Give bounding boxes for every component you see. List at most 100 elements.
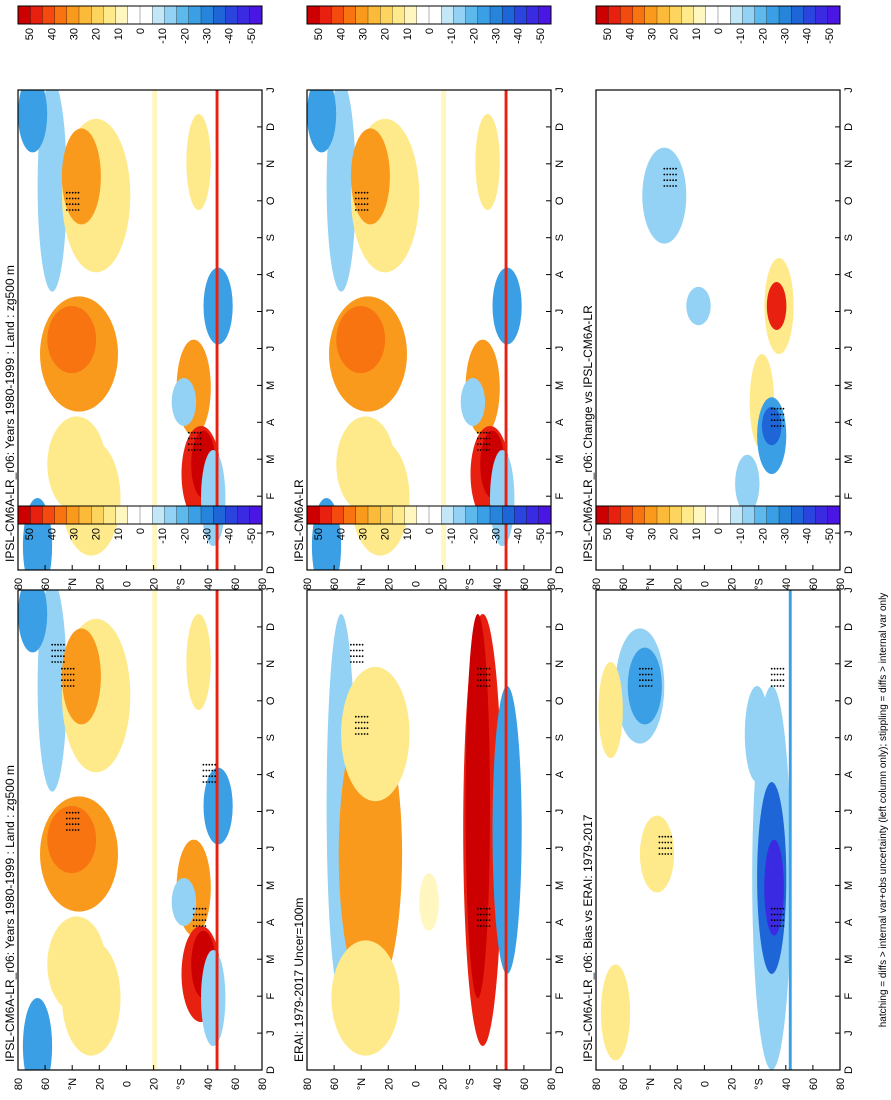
stipple-dot: [485, 673, 488, 676]
month-tick-label: M: [843, 455, 855, 464]
stipple-dot: [358, 661, 361, 663]
panel-title: IPSL-CM6A-LR_r06: Years 1980-1999 : Land…: [3, 265, 17, 562]
lat-tick-label: °N: [356, 1078, 368, 1090]
stipple-dot: [644, 685, 647, 687]
colorbar-swatch: [306, 5, 320, 25]
colorbar-swatch: [803, 5, 817, 25]
stipple-dot: [74, 829, 77, 831]
stipple-dot: [65, 191, 68, 194]
stipple-dot: [773, 425, 776, 427]
colorbar-swatch: [30, 505, 43, 525]
stipple-dot: [201, 907, 204, 910]
stipple-dot: [63, 667, 66, 670]
colorbar-swatch: [213, 5, 226, 25]
field-patch-7: [686, 286, 711, 326]
colorbar-tick-label: -10: [446, 528, 458, 544]
stipple-dot: [658, 841, 661, 844]
colorbar-tick-label: 50: [602, 28, 614, 40]
colorbar-tick-label: -30: [780, 28, 792, 44]
colorbar-swatch: [319, 505, 332, 525]
stipple-dot: [195, 919, 198, 922]
stipple-dot: [51, 655, 54, 658]
stipple-dot: [776, 407, 779, 410]
stipple-dot: [779, 673, 782, 676]
colorbar-swatch: [477, 505, 491, 525]
stipple-dot: [366, 721, 369, 724]
colorbar-swatch: [416, 505, 430, 525]
lat-tick-label: 20: [383, 1078, 395, 1090]
stipple-dot: [66, 679, 69, 682]
stipple-dot: [357, 733, 360, 735]
lat-tick-label: 0: [699, 581, 711, 587]
heatmap-field: [18, 590, 233, 1070]
stipple-dot: [669, 179, 672, 182]
stipple-dot: [476, 913, 479, 916]
lat-tick-label: 80: [13, 578, 25, 590]
month-tick-label: J: [554, 809, 566, 815]
stipple-dot: [205, 775, 208, 778]
field-band-0: [152, 590, 158, 1070]
stipple-dot: [193, 449, 196, 451]
month-tick-label: F: [843, 993, 855, 1000]
lat-tick-label: 20: [383, 578, 395, 590]
stipple-dot: [485, 437, 488, 440]
colorbar-frame: [17, 505, 263, 525]
stipple-dot: [195, 913, 198, 916]
stipple-dot: [71, 197, 74, 200]
stipple-dot: [360, 191, 363, 194]
field-patch-2: [18, 90, 48, 153]
stipple-dot: [51, 643, 54, 646]
stipple-dot: [482, 907, 485, 910]
stipple-dot: [776, 913, 779, 916]
colorbar-bottom-right: 50 40 30 20 10 0 -10 -20 -30 -40 -50: [595, 5, 841, 44]
stipple-dot: [776, 925, 779, 927]
stipple-dot: [641, 673, 644, 676]
lat-tick-label: 40: [203, 1078, 215, 1090]
stipple-dot: [476, 907, 479, 910]
colorbar-swatch: [815, 5, 829, 25]
stipple-dot: [773, 673, 776, 676]
month-tick-label: S: [265, 734, 277, 741]
stipple-dot: [488, 673, 491, 676]
colorbar-tick-label: -30: [202, 528, 214, 544]
colorbar-swatch: [103, 505, 117, 525]
stipple-dot: [60, 643, 62, 646]
stipple-dot: [672, 185, 674, 187]
colorbar-swatch: [404, 505, 418, 525]
stipple-dot: [773, 685, 776, 687]
month-tick-label: J: [843, 809, 855, 815]
stipple-dot: [71, 811, 74, 814]
stipple-dot: [360, 721, 363, 724]
month-tick-label: N: [843, 160, 855, 168]
field-patch-6: [336, 306, 386, 374]
stipple-dot: [211, 769, 214, 772]
stipple-dot: [476, 685, 479, 687]
colorbar-swatch: [538, 5, 552, 25]
panel-title: IPSL-CM6A-LR_r06: Change vs IPSL-CM6A-LR: [581, 305, 595, 562]
colorbar-swatch: [656, 505, 670, 525]
month-tick-label: D: [843, 623, 855, 631]
colorbar-swatch: [730, 5, 743, 25]
colorbar-swatch: [139, 5, 153, 25]
month-tick-label: A: [843, 270, 855, 278]
stipple-dot: [476, 443, 479, 446]
stipple-dot: [476, 925, 479, 927]
month-tick-label: D: [843, 1066, 855, 1074]
colorbar-tick-label: -10: [157, 28, 169, 44]
colorbar-swatch: [465, 505, 479, 525]
stipple-dot: [488, 919, 491, 922]
colorbar-swatch: [200, 505, 214, 525]
month-tick-label: M: [843, 381, 855, 390]
colorbar-frame: [17, 5, 263, 25]
month-tick-label: J: [554, 346, 566, 352]
stipple-dot: [770, 413, 773, 416]
colorbar-swatch: [319, 5, 332, 25]
colorbar-swatch: [115, 505, 129, 525]
stipple-dot: [65, 823, 68, 826]
stipple-dot: [77, 197, 80, 200]
colorbar-swatch: [754, 5, 768, 25]
stipple-dot: [667, 841, 670, 844]
stipple-dot: [675, 167, 677, 170]
field-patch-2: [639, 815, 675, 893]
